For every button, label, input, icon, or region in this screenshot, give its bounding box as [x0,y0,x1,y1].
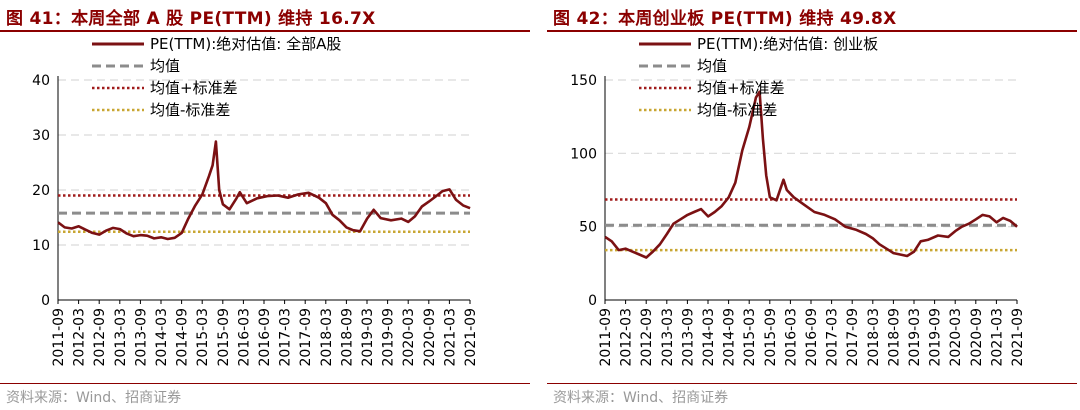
x-tick-label: 2016-09 [257,308,273,367]
x-tick-label: 2021-03 [442,308,458,367]
y-tick-label: 40 [32,73,50,89]
source-rule [547,383,1077,384]
x-tick-label: 2014-09 [175,308,191,367]
x-tick-label: 2013-09 [133,308,149,367]
source-note: 资料来源：Wind、招商证券 [6,390,182,406]
x-tick-label: 2015-09 [216,308,232,367]
x-tick-label: 2020-03 [948,308,964,367]
figure-title: 图 41：本周全部 A 股 PE(TTM) 维持 16.7X [6,9,376,29]
x-tick-label: 2011-09 [598,308,614,367]
x-tick-label: 2018-09 [339,308,355,367]
x-tick-label: 2019-09 [381,308,397,367]
x-tick-label: 2012-09 [92,308,108,367]
x-tick-label: 2016-03 [783,308,799,367]
legend-label: PE(TTM):绝对估值: 创业板 [697,35,878,53]
y-tick-label: 20 [32,183,50,199]
series-line [604,90,1018,259]
legend-label: PE(TTM):绝对估值: 全部A股 [150,35,341,53]
x-tick-label: 2018-03 [866,308,882,367]
x-tick-label: 2015-09 [763,308,779,367]
y-tick-label: 30 [32,128,50,144]
x-tick-label: 2016-09 [804,308,820,367]
x-tick-label: 2013-03 [660,308,676,367]
x-tick-label: 2019-03 [907,308,923,367]
x-tick-label: 2013-03 [113,308,129,367]
y-tick-label: 150 [570,73,597,89]
x-tick-label: 2015-03 [195,308,211,367]
title-rule [0,30,530,32]
x-tick-label: 2011-09 [51,308,67,367]
x-tick-label: 2017-03 [825,308,841,367]
legend-label: 均值+标准差 [697,79,785,97]
x-tick-label: 2017-09 [845,308,861,367]
x-tick-label: 2017-09 [298,308,314,367]
x-tick-label: 2014-09 [722,308,738,367]
y-tick-label: 100 [570,146,597,162]
x-tick-label: 2019-03 [360,308,376,367]
x-tick-label: 2014-03 [154,308,170,367]
x-tick-label: 2020-09 [969,308,985,367]
y-tick-label: 0 [41,293,50,309]
legend-label: 均值 [697,57,727,75]
chart-panel-pe-chinext: 图 42：本周创业板 PE(TTM) 维持 49.8X 0 50 100 150 201… [547,0,1077,410]
chart-panel-pe-all-a-shares: 图 41：本周全部 A 股 PE(TTM) 维持 16.7X 0 10 20 30 40… [0,0,530,410]
title-rule [547,30,1077,32]
source-note: 资料来源：Wind、招商证券 [553,390,729,406]
y-tick-label: 10 [32,238,50,254]
y-tick-label: 0 [588,293,597,309]
legend-label: 均值 [150,57,180,75]
x-tick-label: 2017-03 [278,308,294,367]
figure-title: 图 42：本周创业板 PE(TTM) 维持 49.8X [553,9,897,29]
x-tick-label: 2020-03 [401,308,417,367]
x-tick-label: 2018-03 [319,308,335,367]
legend-label: 均值+标准差 [150,79,238,97]
x-tick-label: 2020-09 [422,308,438,367]
x-tick-label: 2021-09 [463,308,479,367]
x-tick-label: 2012-09 [639,308,655,367]
x-tick-label: 2019-09 [928,308,944,367]
source-rule [0,383,530,384]
x-tick-label: 2021-09 [1010,308,1026,367]
x-tick-label: 2012-03 [72,308,88,367]
x-tick-label: 2014-03 [701,308,717,367]
x-tick-label: 2015-03 [742,308,758,367]
x-tick-label: 2012-03 [619,308,635,367]
x-tick-label: 2018-09 [886,308,902,367]
legend-label: 均值-标准差 [150,101,230,119]
y-tick-label: 50 [579,220,597,236]
legend-label: 均值-标准差 [697,101,777,119]
x-tick-label: 2021-03 [989,308,1005,367]
series-line [57,140,471,241]
x-tick-label: 2016-03 [236,308,252,367]
x-tick-label: 2013-09 [680,308,696,367]
